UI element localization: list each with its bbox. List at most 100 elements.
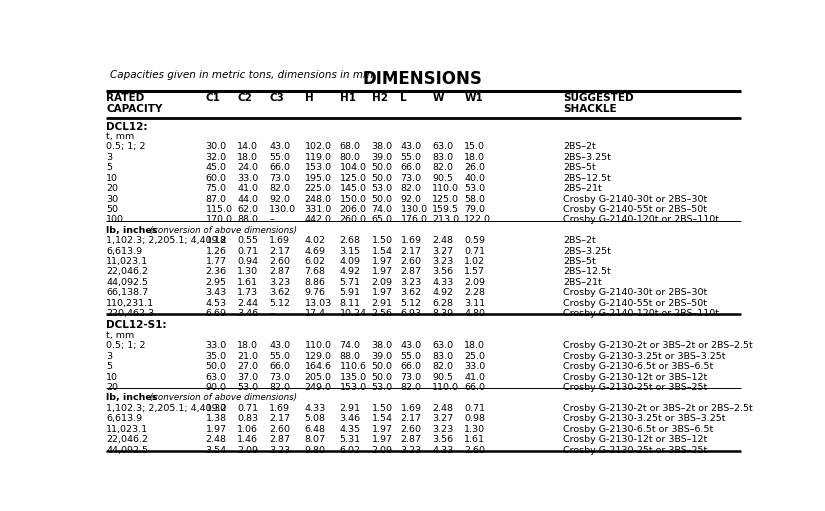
Text: 33.0: 33.0: [205, 341, 227, 350]
Text: Crosby G-2130-25t or 3BS–25t: Crosby G-2130-25t or 3BS–25t: [563, 446, 708, 455]
Text: 6.48: 6.48: [304, 425, 326, 434]
Text: DCL12-S1:: DCL12-S1:: [106, 320, 167, 331]
Text: 1.97: 1.97: [371, 267, 393, 276]
Text: 2.17: 2.17: [400, 247, 422, 256]
Text: 92.0: 92.0: [400, 195, 422, 203]
Text: 3.23: 3.23: [400, 446, 422, 455]
Text: 2.17: 2.17: [269, 247, 290, 256]
Text: 1,102.3; 2,205.1; 4,409.2: 1,102.3; 2,205.1; 4,409.2: [106, 404, 227, 413]
Text: 176.0: 176.0: [400, 215, 427, 224]
Text: 6.93: 6.93: [400, 309, 422, 318]
Text: 1.26: 1.26: [205, 247, 226, 256]
Text: lb, inches: lb, inches: [106, 393, 158, 402]
Text: 25.0: 25.0: [464, 352, 485, 361]
Text: 0.71: 0.71: [238, 404, 258, 413]
Text: 2.36: 2.36: [205, 267, 227, 276]
Text: 3.54: 3.54: [205, 446, 227, 455]
Text: 50.0: 50.0: [205, 362, 226, 371]
Text: 1.02: 1.02: [464, 257, 485, 266]
Text: 8.86: 8.86: [304, 278, 326, 287]
Text: 2.87: 2.87: [269, 435, 290, 444]
Text: 220,462.3: 220,462.3: [106, 309, 154, 318]
Text: 74.0: 74.0: [371, 205, 393, 214]
Text: Crosby G-2130-12t or 3BS–12t: Crosby G-2130-12t or 3BS–12t: [563, 373, 708, 382]
Text: 43.0: 43.0: [400, 341, 422, 350]
Text: 0.55: 0.55: [238, 236, 258, 245]
Text: 10.24: 10.24: [340, 309, 366, 318]
Text: 0.83: 0.83: [238, 414, 258, 423]
Text: 74.0: 74.0: [340, 341, 361, 350]
Text: 82.0: 82.0: [269, 184, 290, 193]
Text: 1.46: 1.46: [238, 435, 258, 444]
Text: 39.0: 39.0: [371, 352, 393, 361]
Text: 2.95: 2.95: [205, 278, 226, 287]
Text: 1.77: 1.77: [205, 257, 226, 266]
Text: 3.23: 3.23: [432, 257, 454, 266]
Text: 2.91: 2.91: [371, 299, 393, 308]
Text: 2.28: 2.28: [464, 288, 485, 297]
Text: 3.62: 3.62: [400, 288, 422, 297]
Text: DCL12:: DCL12:: [106, 122, 148, 131]
Text: 4.53: 4.53: [205, 299, 227, 308]
Text: 82.0: 82.0: [400, 383, 422, 392]
Text: 2.17: 2.17: [269, 414, 290, 423]
Text: 79.0: 79.0: [464, 205, 485, 214]
Text: Crosby G-2130-6.5t or 3BS–6.5t: Crosby G-2130-6.5t or 3BS–6.5t: [563, 425, 714, 434]
Text: 1.30: 1.30: [464, 425, 485, 434]
Text: 66.0: 66.0: [400, 163, 422, 172]
Text: 2.48: 2.48: [205, 435, 226, 444]
Text: 3.62: 3.62: [269, 288, 290, 297]
Text: 4.33: 4.33: [432, 446, 454, 455]
Text: 129.0: 129.0: [304, 352, 332, 361]
Text: 4.69: 4.69: [304, 247, 326, 256]
Text: 1.30: 1.30: [205, 404, 227, 413]
Text: 73.0: 73.0: [400, 174, 422, 182]
Text: 5.12: 5.12: [400, 299, 422, 308]
Text: 73.0: 73.0: [269, 174, 290, 182]
Text: 11,023.1: 11,023.1: [106, 425, 148, 434]
Text: 40.0: 40.0: [464, 174, 485, 182]
Text: 26.0: 26.0: [464, 163, 485, 172]
Text: 248.0: 248.0: [304, 195, 332, 203]
Text: 1.69: 1.69: [269, 236, 290, 245]
Text: 0.71: 0.71: [464, 247, 485, 256]
Text: 30.0: 30.0: [205, 143, 227, 151]
Text: 90.5: 90.5: [432, 174, 454, 182]
Text: (conversion of above dimensions): (conversion of above dimensions): [147, 226, 297, 235]
Text: 30: 30: [106, 195, 119, 203]
Text: 159.5: 159.5: [432, 205, 460, 214]
Text: 66.0: 66.0: [269, 163, 290, 172]
Text: H2: H2: [371, 93, 388, 103]
Text: 50.0: 50.0: [371, 174, 393, 182]
Text: 66.0: 66.0: [464, 383, 485, 392]
Text: 2.60: 2.60: [269, 425, 290, 434]
Text: 82.0: 82.0: [400, 184, 422, 193]
Text: 331.0: 331.0: [304, 205, 332, 214]
Text: 3.56: 3.56: [432, 435, 454, 444]
Text: 66.0: 66.0: [269, 362, 290, 371]
Text: 213.0: 213.0: [432, 215, 460, 224]
Text: 125.0: 125.0: [432, 195, 460, 203]
Text: Crosby G-2140-30t or 2BS–30t: Crosby G-2140-30t or 2BS–30t: [563, 288, 708, 297]
Text: 2BS–21t: 2BS–21t: [563, 184, 602, 193]
Text: 2.09: 2.09: [371, 446, 393, 455]
Text: Crosby G-2140-120t or 2BS–110t: Crosby G-2140-120t or 2BS–110t: [563, 309, 719, 318]
Text: 2BS–3.25t: 2BS–3.25t: [563, 153, 611, 162]
Text: 2.44: 2.44: [238, 299, 258, 308]
Text: 2BS–12.5t: 2BS–12.5t: [563, 174, 611, 182]
Text: 9.76: 9.76: [304, 288, 326, 297]
Text: 0.5; 1; 2: 0.5; 1; 2: [106, 143, 146, 151]
Text: 53.0: 53.0: [238, 383, 258, 392]
Text: 1.54: 1.54: [371, 247, 393, 256]
Text: 90.0: 90.0: [205, 383, 226, 392]
Text: C3: C3: [269, 93, 285, 103]
Text: 50.0: 50.0: [371, 163, 393, 172]
Text: Crosby G-2140-55t or 2BS–50t: Crosby G-2140-55t or 2BS–50t: [563, 205, 708, 214]
Text: 2.48: 2.48: [432, 236, 454, 245]
Text: 2BS–12.5t: 2BS–12.5t: [563, 267, 611, 276]
Text: 68.0: 68.0: [340, 143, 361, 151]
Text: 2.60: 2.60: [400, 257, 422, 266]
Text: 0.94: 0.94: [238, 257, 258, 266]
Text: 2.87: 2.87: [400, 267, 422, 276]
Text: 110,231.1: 110,231.1: [106, 299, 154, 308]
